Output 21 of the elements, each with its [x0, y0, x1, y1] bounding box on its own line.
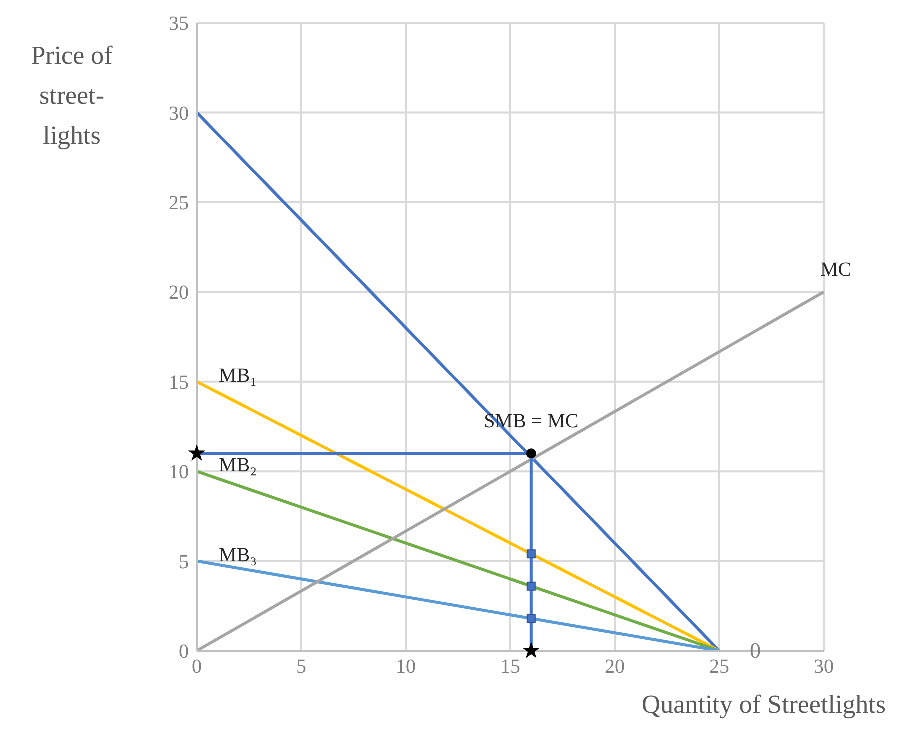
y-tick-label: 30	[169, 102, 189, 125]
x-tick-label: 30	[814, 656, 834, 678]
y-axis-title: Price of street-lights	[30, 40, 114, 152]
x-tick-label: 10	[396, 656, 416, 678]
x-tick-label: 25	[710, 656, 730, 678]
x-tick-label: 15	[500, 656, 520, 678]
x-tick-label: 20	[605, 656, 625, 678]
y-tick-label: 15	[169, 372, 189, 394]
x-axis-title: Quantity of Streetlights	[642, 689, 886, 721]
series-label: MB₁	[219, 364, 258, 387]
x-tick-label: 5	[296, 656, 306, 678]
y-tick-label: 5	[179, 551, 189, 574]
series-label: MC	[820, 259, 852, 282]
series-label: MB₂	[219, 454, 258, 477]
y-tick-label: 25	[169, 192, 189, 215]
y-tick-label: 0	[179, 641, 189, 664]
series-label: MB₃	[219, 544, 258, 566]
y-tick-label: 20	[169, 282, 189, 304]
y-tick-label: 10	[169, 462, 189, 484]
y-tick-label: 35	[169, 13, 189, 36]
annotation: 0	[750, 638, 761, 663]
